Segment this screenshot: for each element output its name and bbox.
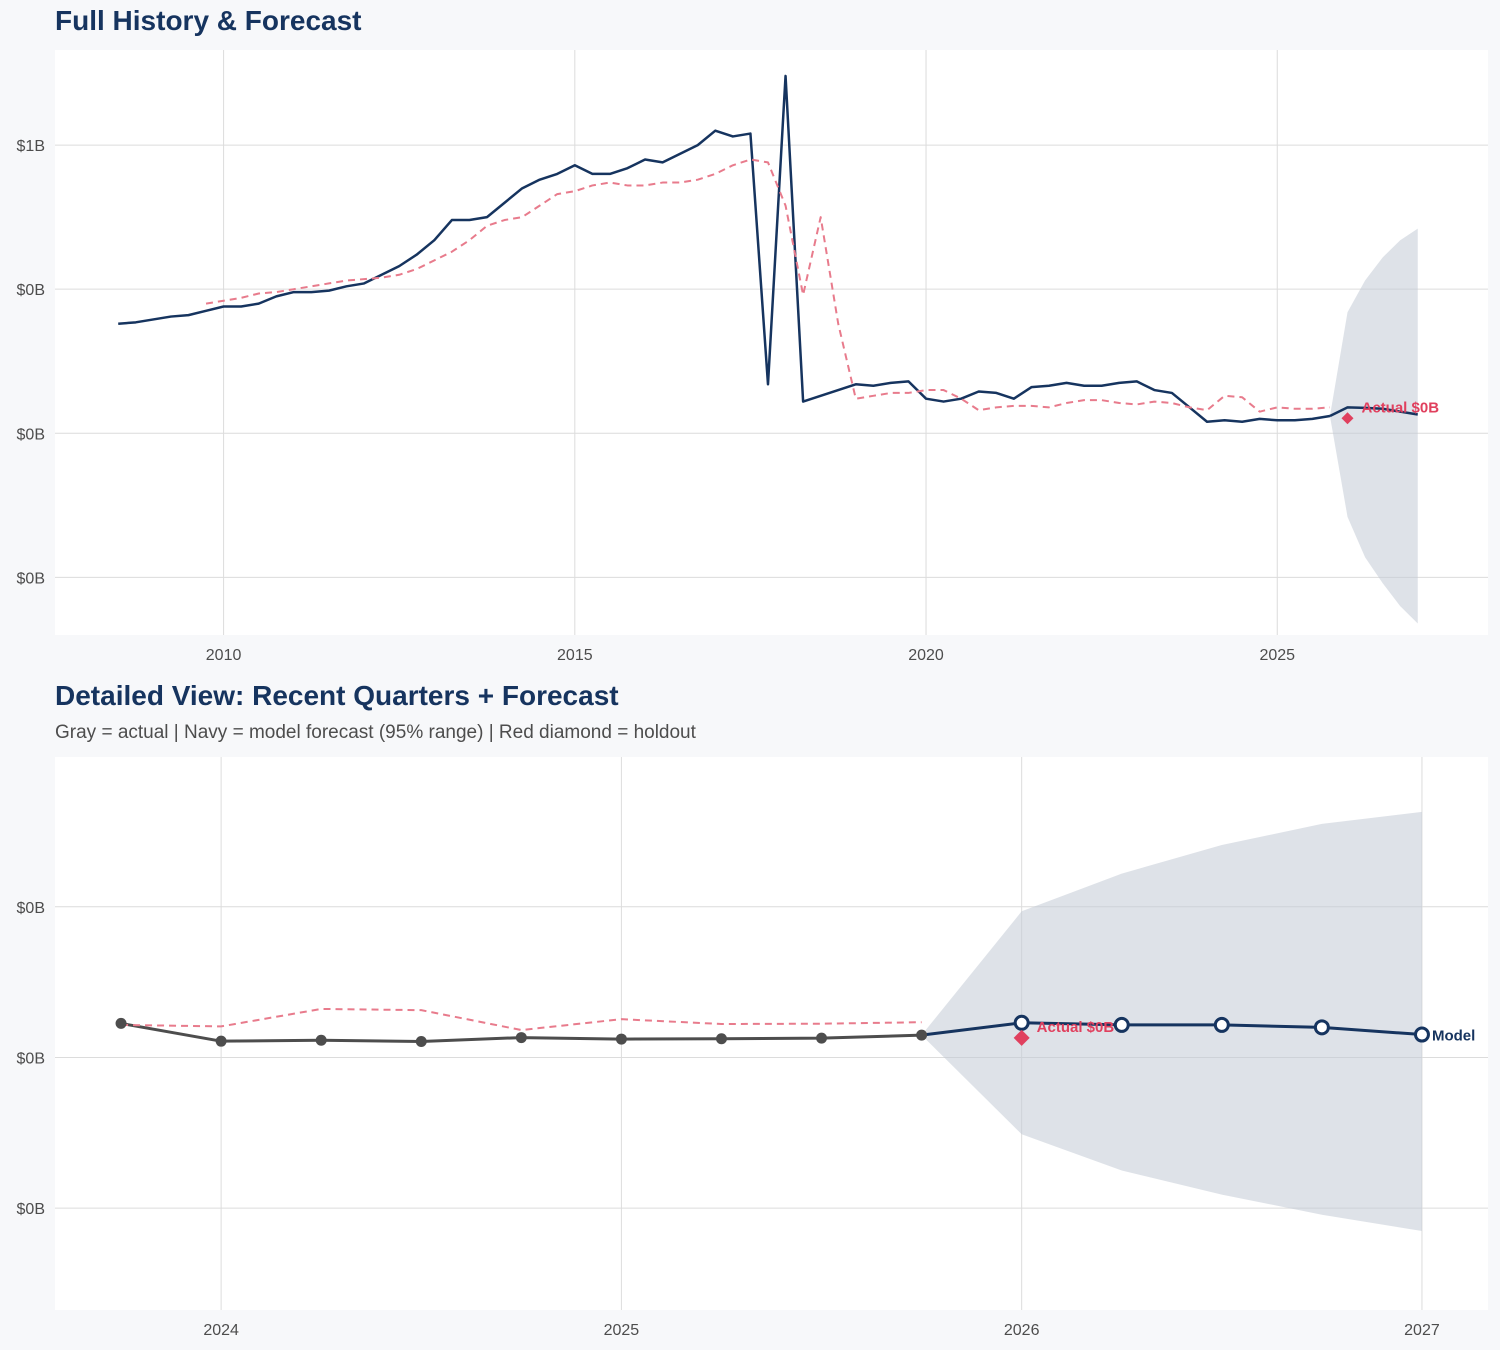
top-chart-series-fitted-line	[205, 158, 1331, 413]
top-chart-x-tick-label: 2020	[908, 647, 944, 664]
bottom-chart-series-actual-point	[916, 1029, 928, 1041]
top-chart-forecast-interval	[1329, 228, 1418, 624]
top-chart-title: Full History & Forecast	[55, 5, 362, 36]
bottom-chart-series-model-point	[1113, 1016, 1130, 1033]
top-chart-y-tick-label: $1B	[17, 138, 45, 155]
top-chart-x-tick-label: 2025	[1259, 647, 1295, 664]
bottom-chart-series-actual-point	[215, 1035, 227, 1047]
bottom-chart-series-model-line	[921, 1021, 1423, 1037]
bottom-chart-series-fitted-line	[121, 1007, 922, 1032]
bottom-chart-series-model-point	[1313, 1019, 1330, 1036]
bottom-chart-series-actual-point	[615, 1033, 627, 1045]
bottom-chart-forecast-interval	[921, 811, 1422, 1232]
bottom-chart-title: Detailed View: Recent Quarters + Forecas…	[55, 680, 619, 711]
bottom-chart-series-model-point	[1013, 1014, 1030, 1031]
bottom-chart-series-end-label: Model	[1432, 1028, 1475, 1045]
top-chart-series-actual-line	[118, 74, 1331, 423]
top-chart-y-tick-label: $0B	[17, 282, 45, 299]
bottom-chart-subtitle: Gray = actual | Navy = model forecast (9…	[55, 722, 696, 743]
top-chart-holdout-label: Actual $0B	[1362, 399, 1440, 416]
top-chart-y-tick-label: $0B	[17, 570, 45, 587]
top-chart-x-tick-label: 2010	[206, 647, 242, 664]
bottom-chart-y-tick-label: $0B	[17, 1050, 45, 1067]
top-chart-holdout-diamond	[1341, 412, 1354, 425]
top-chart-series-forecast-line	[1329, 406, 1418, 418]
bottom-chart-series-actual-point	[715, 1033, 727, 1045]
bottom-chart-x-tick-label: 2024	[203, 1322, 239, 1339]
bottom-chart-holdout-diamond	[1013, 1029, 1030, 1046]
bottom-chart-y-tick-label: $0B	[17, 1201, 45, 1218]
bottom-chart-y-tick-label: $0B	[17, 900, 45, 917]
bottom-chart-series-actual-point	[515, 1032, 527, 1044]
bottom-chart-x-tick-label: 2025	[604, 1322, 640, 1339]
bottom-chart: $0B $0B $0B 2024 2025 2026 2027 Actual $0B Model	[17, 757, 1488, 1339]
bottom-chart-series-actual-point	[816, 1032, 828, 1044]
bottom-chart-series-actual-point	[115, 1017, 127, 1029]
bottom-chart-series-model-point	[1213, 1016, 1230, 1033]
bottom-chart-holdout-label: Actual $0B	[1037, 1019, 1115, 1036]
top-chart: $1B $0B $0B $0B 2010 2015 2020 2025 Actual $0B	[17, 50, 1488, 664]
bottom-chart-series-model-point	[1413, 1026, 1430, 1043]
bottom-chart-x-tick-label: 2027	[1404, 1322, 1440, 1339]
top-chart-x-tick-label: 2015	[557, 647, 593, 664]
bottom-chart-series-actual-point	[315, 1034, 327, 1046]
bottom-chart-series-actual-point	[415, 1035, 427, 1047]
top-chart-y-tick-label: $0B	[17, 426, 45, 443]
bottom-chart-x-tick-label: 2026	[1004, 1322, 1040, 1339]
